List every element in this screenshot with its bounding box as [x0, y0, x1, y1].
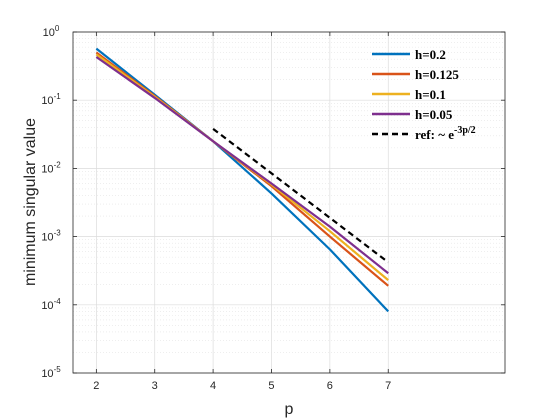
x-tick-label: 5	[268, 380, 274, 392]
x-axis-label: p	[285, 401, 294, 418]
legend-label-3: h=0.05	[415, 107, 453, 122]
legend-label-1: h=0.125	[415, 67, 459, 82]
legend-label-0: h=0.2	[415, 47, 446, 62]
y-tick-label: 10-5	[41, 365, 61, 380]
y-tick-label: 100	[43, 24, 60, 39]
x-tick-label: 4	[210, 380, 216, 392]
series-line-4	[212, 127, 389, 264]
legend-label-2: h=0.1	[415, 87, 446, 102]
grid	[73, 31, 505, 374]
series-line-3	[95, 56, 389, 275]
x-tick-label: 6	[327, 380, 333, 392]
y-tick-label: 10-4	[41, 297, 61, 312]
x-tick-label: 2	[93, 380, 99, 392]
x-axis-ticks: 2 3 4 5 6 7	[93, 32, 391, 392]
y-tick-label: 10-3	[41, 229, 61, 244]
x-tick-label: 7	[385, 380, 391, 392]
y-tick-label: 10-2	[41, 160, 61, 175]
y-axis-label: minimum singular value	[22, 118, 39, 286]
series-line-0	[95, 47, 390, 313]
x-tick-label: 3	[152, 380, 158, 392]
y-tick-label: 10-1	[41, 92, 61, 107]
series-group	[95, 47, 390, 313]
plot-frame	[72, 31, 506, 374]
